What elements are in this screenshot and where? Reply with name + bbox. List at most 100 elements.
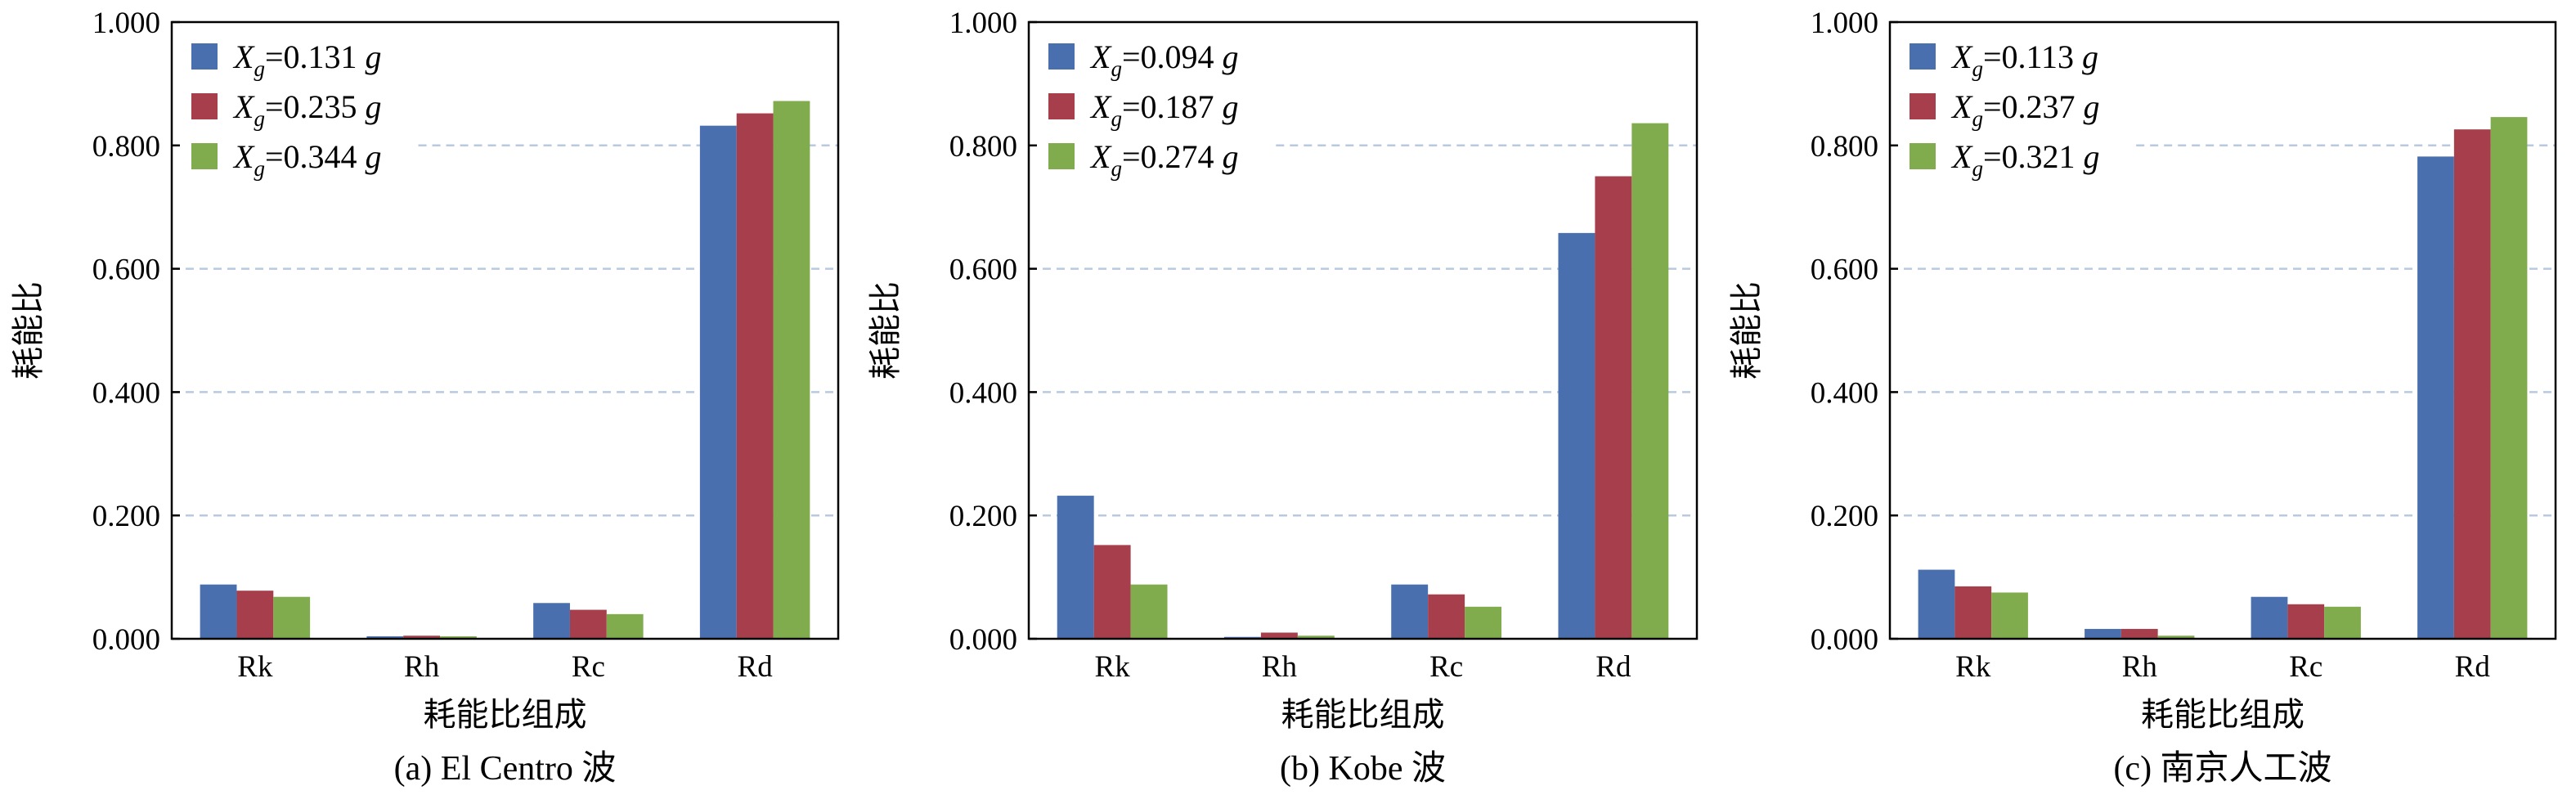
legend-swatch <box>191 143 218 169</box>
bar-rc-series-2 <box>569 609 607 639</box>
bar-rc-series-1 <box>533 603 570 639</box>
y-tick-label: 0.400 <box>92 376 160 410</box>
bar-rk-series-1 <box>1918 569 1955 639</box>
y-tick-label: 1.000 <box>1811 7 1878 40</box>
panel-caption: (b) Kobe 波 <box>1280 750 1446 788</box>
x-tick-label: Rh <box>2122 650 2158 684</box>
bar-rd-series-1 <box>699 125 737 639</box>
legend-entry: Xg=0.113 g <box>1950 38 2098 81</box>
x-tick-label: Rc <box>572 650 605 684</box>
plot-frame <box>1027 20 1699 640</box>
legend: Xg=0.131 g Xg=0.235 g Xg=0.344 g <box>191 38 382 181</box>
y-axis-title: 耗能比 <box>867 281 904 380</box>
y-tick-label: 0.200 <box>1811 500 1878 533</box>
bar-rc-series-1 <box>1391 584 1429 639</box>
chart-panel-1: Rk Rh Rc Rd 0.000 0.200 0.400 0.600 0.800 1.000 耗能… <box>10 7 840 788</box>
legend-swatch <box>1910 93 1936 119</box>
bar-rh-series-3 <box>440 636 477 639</box>
legend-swatch <box>1048 93 1075 119</box>
legend-swatch <box>1910 143 1936 169</box>
x-axis-title: 耗能比组成 <box>1281 696 1445 734</box>
panel-caption: (c) 南京人工波 <box>2113 749 2331 788</box>
x-tick-label: Rc <box>2289 650 2322 684</box>
bar-rd-series-1 <box>1558 232 1595 639</box>
bar-rc-series-2 <box>1428 594 1465 639</box>
y-tick-label: 0.800 <box>949 130 1017 164</box>
bar-rd-series-2 <box>2453 129 2491 640</box>
x-tick-label: Rh <box>404 650 440 684</box>
bar-rk-series-3 <box>1991 592 2028 639</box>
bar-rd-series-3 <box>773 101 810 639</box>
bar-rd-series-2 <box>1595 176 1632 639</box>
y-tick-label: 0.200 <box>92 500 160 533</box>
bar-rd-series-1 <box>2417 156 2454 639</box>
panel-caption: (a) El Centro 波 <box>394 750 617 788</box>
legend: Xg=0.094 g Xg=0.187 g Xg=0.274 g <box>1048 38 1239 181</box>
bar-rc-series-2 <box>2287 604 2325 639</box>
x-tick-label: Rd <box>2455 650 2491 684</box>
y-tick-label: 0.800 <box>1811 130 1878 164</box>
y-tick-label: 0.200 <box>949 500 1017 533</box>
bar-rh-series-2 <box>1260 632 1298 639</box>
x-tick-label: Rk <box>1955 650 1991 684</box>
y-tick-label: 0.000 <box>949 623 1017 657</box>
legend-entry: Xg=0.344 g <box>232 138 382 181</box>
plot-frame <box>170 20 840 640</box>
bar-rk-series-2 <box>1954 586 1992 639</box>
y-tick-label: 1.000 <box>92 7 160 40</box>
y-tick-label: 1.000 <box>949 7 1017 40</box>
bar-rk-series-1 <box>200 584 237 639</box>
bar-rh-series-2 <box>403 636 441 639</box>
legend-entry: Xg=0.235 g <box>232 88 382 131</box>
bar-rh-series-1 <box>2085 628 2121 639</box>
y-tick-label: 0.000 <box>1811 623 1878 657</box>
legend-swatch <box>191 93 218 119</box>
bar-rc-series-1 <box>2251 596 2288 639</box>
bar-rh-series-2 <box>2120 628 2158 639</box>
legend-entry: Xg=0.187 g <box>1089 88 1239 131</box>
plot-frame <box>1888 20 2557 640</box>
x-tick-label: Rk <box>1095 650 1131 684</box>
x-tick-label: Rd <box>738 650 774 684</box>
bar-rd-series-3 <box>2490 117 2528 640</box>
bar-rh-series-3 <box>2157 636 2195 639</box>
chart-panel-2: Rk Rh Rc Rd 0.000 0.200 0.400 0.600 0.800 1.000 耗能… <box>867 7 1699 788</box>
x-tick-label: Rd <box>1595 650 1631 684</box>
x-axis-title: 耗能比组成 <box>2141 696 2304 734</box>
y-tick-label: 0.800 <box>92 130 160 164</box>
bar-rh-series-1 <box>366 636 404 639</box>
y-tick-label: 0.600 <box>1811 254 1878 287</box>
bar-rk-series-1 <box>1057 496 1094 639</box>
y-axis-title: 耗能比 <box>1728 281 1766 380</box>
legend-entry: Xg=0.094 g <box>1089 38 1239 81</box>
x-tick-label: Rh <box>1262 650 1298 684</box>
y-tick-label: 0.600 <box>949 254 1017 287</box>
x-tick-label: Rk <box>237 650 273 684</box>
bar-rk-series-2 <box>236 591 274 639</box>
bar-rk-series-3 <box>273 596 311 639</box>
bar-rk-series-3 <box>1130 584 1168 639</box>
legend-swatch <box>1048 43 1075 70</box>
bar-rd-series-3 <box>1631 123 1669 639</box>
bar-rc-series-3 <box>606 613 644 639</box>
legend-entry: Xg=0.274 g <box>1089 138 1239 181</box>
x-tick-label: Rc <box>1429 650 1463 684</box>
bar-rh-series-3 <box>1297 636 1335 639</box>
legend-entry: Xg=0.131 g <box>232 38 382 81</box>
x-axis-title: 耗能比组成 <box>424 696 587 734</box>
y-tick-label: 0.600 <box>92 254 160 287</box>
chart-panel-3: Rk Rh Rc Rd 0.000 0.200 0.400 0.600 0.800 1.000 耗能… <box>1728 7 2557 788</box>
bar-rk-series-2 <box>1093 545 1131 639</box>
y-tick-label: 0.400 <box>949 376 1017 410</box>
y-tick-label: 0.000 <box>92 623 160 657</box>
bar-rc-series-3 <box>1465 606 1502 639</box>
legend: Xg=0.113 g Xg=0.237 g Xg=0.321 g <box>1910 38 2100 181</box>
legend-swatch <box>1910 43 1936 70</box>
legend-entry: Xg=0.237 g <box>1950 88 2100 131</box>
bar-rd-series-2 <box>736 113 774 640</box>
bar-rc-series-3 <box>2324 606 2361 639</box>
y-axis-title: 耗能比 <box>10 281 47 380</box>
legend-swatch <box>1048 143 1075 169</box>
